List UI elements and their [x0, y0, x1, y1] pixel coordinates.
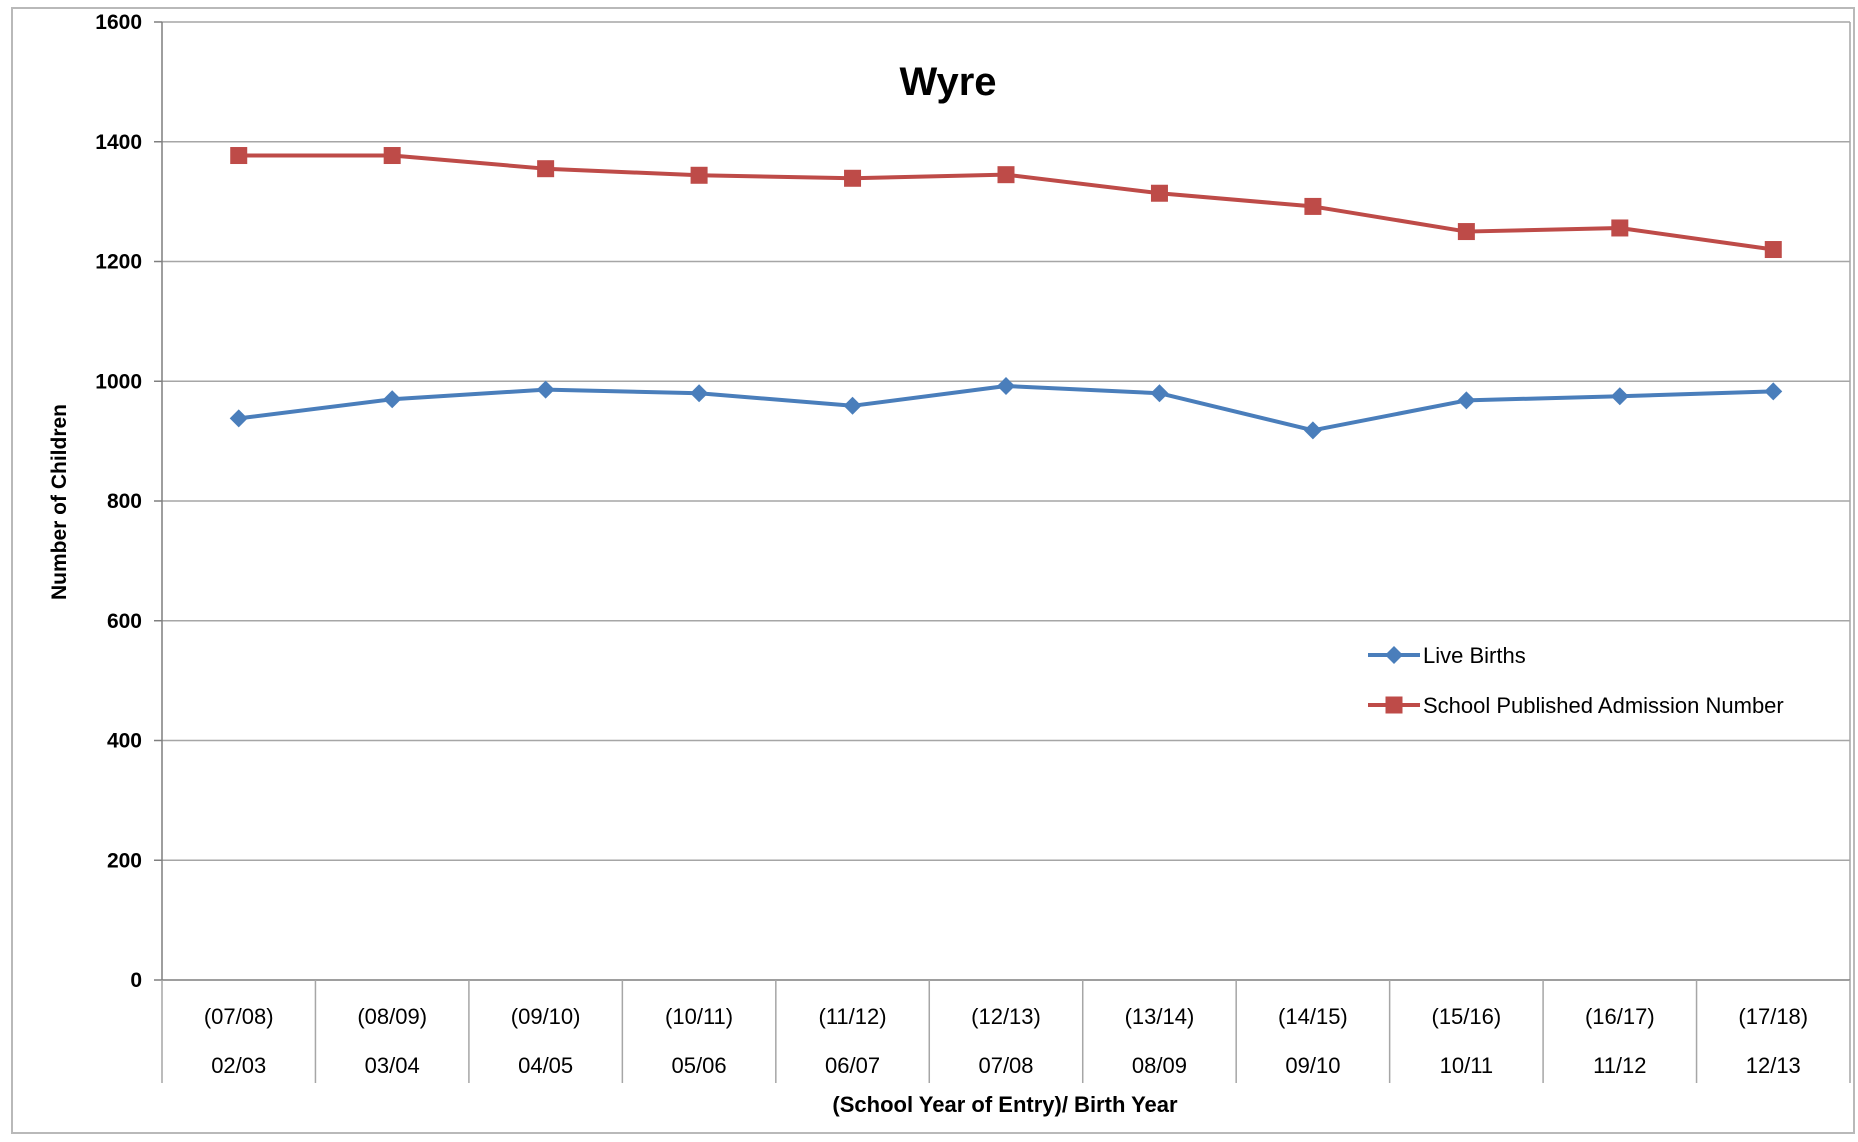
- data-point: [383, 390, 402, 409]
- data-point: [1150, 184, 1168, 202]
- data-point: [1150, 384, 1169, 403]
- data-point: [230, 147, 248, 165]
- data-point: [690, 166, 708, 184]
- data-point: [537, 160, 555, 178]
- y-tick-label: 1600: [95, 11, 142, 34]
- x-tick-label-birth-year: 10/11: [1440, 1053, 1493, 1078]
- chart-title: Wyre: [899, 60, 996, 104]
- x-tick-label-birth-year: 09/10: [1285, 1053, 1340, 1078]
- data-point: [536, 380, 555, 399]
- x-tick-label-entry-year: (10/11): [665, 1004, 733, 1029]
- y-tick-label: 600: [107, 610, 142, 633]
- data-point: [1610, 387, 1629, 406]
- y-axis-label: Number of Children: [48, 404, 71, 600]
- y-tick-label: 800: [107, 490, 142, 513]
- legend-label: School Published Admission Number: [1423, 693, 1784, 718]
- data-point: [229, 409, 248, 428]
- data-point: [1304, 197, 1322, 215]
- series-group: [230, 147, 1782, 259]
- x-axis-label: (School Year of Entry)/ Birth Year: [832, 1092, 1178, 1117]
- x-tick-label-birth-year: 04/05: [518, 1053, 573, 1078]
- chart-outer-border: [11, 7, 1855, 1134]
- x-tick-label-birth-year: 06/07: [825, 1053, 880, 1078]
- data-point: [1764, 241, 1782, 259]
- data-point: [1457, 223, 1475, 241]
- x-tick-label-birth-year: 03/04: [365, 1053, 420, 1078]
- y-tick-label: 1400: [95, 131, 142, 154]
- x-tick-label-birth-year: 08/09: [1132, 1053, 1187, 1078]
- y-tick-label: 400: [107, 730, 142, 753]
- x-tick-label-birth-year: 05/06: [672, 1053, 727, 1078]
- data-point: [1303, 421, 1322, 440]
- y-tick-label: 1200: [95, 251, 142, 274]
- series-group: [229, 377, 1783, 440]
- x-tick-label-birth-year: 07/08: [978, 1053, 1033, 1078]
- y-tick-label: 0: [130, 969, 142, 992]
- legend-marker: [1385, 646, 1403, 664]
- legend-marker: [1385, 696, 1403, 714]
- data-point: [997, 166, 1015, 184]
- x-tick-label-entry-year: (11/12): [819, 1004, 887, 1029]
- data-point: [383, 147, 401, 165]
- x-tick-label-entry-year: (09/10): [511, 1004, 581, 1029]
- data-point: [844, 169, 862, 187]
- x-tick-label-entry-year: (12/13): [971, 1004, 1041, 1029]
- legend: Live Births School Published Admission Nu…: [1368, 643, 1784, 718]
- x-tick-label-entry-year: (14/15): [1278, 1004, 1348, 1029]
- data-point: [1764, 382, 1783, 401]
- legend-label: Live Births: [1423, 643, 1526, 668]
- x-tick-label-entry-year: (07/08): [204, 1004, 274, 1029]
- data-point: [1611, 219, 1629, 237]
- x-tick-label-birth-year: 12/13: [1746, 1053, 1801, 1078]
- x-tick-label-entry-year: (13/14): [1125, 1004, 1195, 1029]
- x-tick-label-entry-year: (17/18): [1738, 1004, 1808, 1029]
- x-tick-label-entry-year: (15/16): [1432, 1004, 1502, 1029]
- x-tick-label-entry-year: (08/09): [357, 1004, 427, 1029]
- data-point: [690, 384, 709, 403]
- x-tick-label-birth-year: 02/03: [211, 1053, 266, 1078]
- y-tick-label: 1000: [95, 370, 142, 393]
- data-point: [1457, 391, 1476, 410]
- y-tick-label: 200: [107, 849, 142, 872]
- x-tick-label-entry-year: (16/17): [1585, 1004, 1655, 1029]
- data-point: [997, 377, 1015, 396]
- x-tick-label-birth-year: 11/12: [1593, 1053, 1646, 1078]
- data-point: [843, 396, 862, 415]
